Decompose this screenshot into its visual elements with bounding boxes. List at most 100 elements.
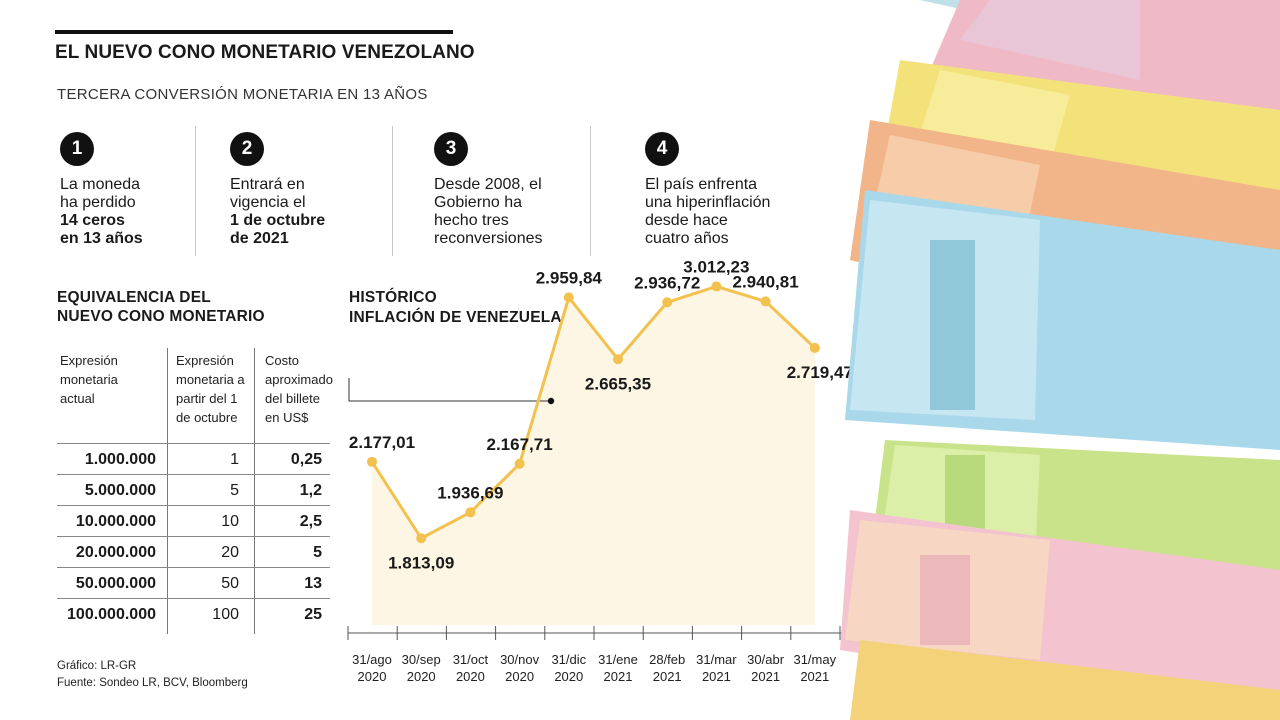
fact-1: 1 La moneda ha perdido 14 ceros en 13 añ… <box>60 132 143 248</box>
header-line: en US$ <box>265 410 309 425</box>
fact-line: Gobierno ha <box>434 194 523 211</box>
credit-source: Fuente: Sondeo LR, BCV, Bloomberg <box>57 677 248 689</box>
table-cell-new: 1 <box>230 451 239 468</box>
table-row: 5.000.000 5 1,2 <box>57 475 330 505</box>
header-line: aproximado <box>265 372 333 387</box>
data-label: 1.936,69 <box>437 483 503 502</box>
x-tick-label: 31/oct <box>453 652 489 667</box>
data-point <box>662 297 673 308</box>
header-line: partir del 1 <box>176 391 238 406</box>
data-point <box>711 281 722 292</box>
data-label: 3.012,23 <box>683 257 749 276</box>
fact-bold-line: 1 de octubre <box>230 212 326 229</box>
fact-number-badge: 1 <box>60 132 94 166</box>
header-line: de octubre <box>176 410 238 425</box>
x-tick-label-year: 2020 <box>554 669 583 684</box>
table-row-divider <box>57 505 330 506</box>
x-tick-label-year: 2020 <box>358 669 387 684</box>
data-label: 2.665,35 <box>585 374 651 393</box>
table-row: 10.000.000 10 2,5 <box>57 506 330 536</box>
chart-area-fill <box>372 286 815 625</box>
x-tick-label-year: 2020 <box>407 669 436 684</box>
x-tick-label: 31/dic <box>551 652 586 667</box>
fact-text: El país enfrenta una hiperinflación desd… <box>645 176 770 248</box>
fact-number-badge: 3 <box>434 132 468 166</box>
chart-title-line: HISTÓRICO <box>349 289 437 306</box>
table-row-divider <box>57 474 330 475</box>
data-label: 2.177,01 <box>349 433 415 452</box>
data-label: 2.167,71 <box>487 435 553 454</box>
table-cell-current: 100.000.000 <box>67 606 156 623</box>
table-cell-cost: 25 <box>304 606 322 623</box>
fact-divider <box>590 126 591 256</box>
table-row: 1.000.000 1 0,25 <box>57 444 330 474</box>
data-point <box>809 342 820 353</box>
equivalence-title-line: NUEVO CONO MONETARIO <box>57 308 265 325</box>
table-column-divider <box>254 348 255 634</box>
fact-line: El país enfrenta <box>645 176 758 193</box>
fact-line: hecho tres <box>434 212 509 229</box>
table-row: 20.000.000 20 5 <box>57 537 330 567</box>
header-line: Expresión <box>176 353 234 368</box>
fact-3: 3 Desde 2008, el Gobierno ha hecho tres … <box>434 132 543 248</box>
x-tick-label: 31/may <box>793 652 836 667</box>
fact-line: Desde 2008, el <box>434 176 542 193</box>
fact-bold-line: 14 ceros <box>60 212 125 229</box>
fact-4: 4 El país enfrenta una hiperinflación de… <box>645 132 770 248</box>
data-label: 2.719,47 <box>787 363 853 382</box>
fact-number-badge: 2 <box>230 132 264 166</box>
series-line <box>370 284 816 540</box>
x-tick-label-year: 2021 <box>653 669 682 684</box>
equivalence-title: EQUIVALENCIA DEL NUEVO CONO MONETARIO <box>57 288 265 326</box>
fact-line: Entrará en <box>230 176 305 193</box>
x-tick-label-year: 2021 <box>702 669 731 684</box>
x-tick-label-year: 2021 <box>751 669 780 684</box>
table-cell-new: 50 <box>221 575 239 592</box>
header-line: monetaria <box>60 372 118 387</box>
fact-text: Entrará en vigencia el 1 de octubre de 2… <box>230 176 325 248</box>
table-cell-new: 10 <box>221 513 239 530</box>
table-header-new: Expresión monetaria a partir del 1 de oc… <box>176 351 245 427</box>
data-point <box>465 507 476 518</box>
table-row-divider <box>57 567 330 568</box>
header-line: actual <box>60 391 95 406</box>
credits: Gráfico: LR-GR Fuente: Sondeo LR, BCV, B… <box>57 658 248 692</box>
page-title: EL NUEVO CONO MONETARIO VENEZOLANO <box>55 42 475 63</box>
table-cell-cost: 5 <box>313 544 322 561</box>
data-point <box>514 458 525 469</box>
header-line: Costo <box>265 353 299 368</box>
banknotes-illustration <box>840 0 1280 720</box>
x-tick-label: 30/sep <box>402 652 441 667</box>
fact-text: La moneda ha perdido 14 ceros en 13 años <box>60 176 143 248</box>
table-cell-current: 50.000.000 <box>75 575 156 592</box>
table-row-divider <box>57 598 330 599</box>
fact-line: desde hace <box>645 212 728 229</box>
table-row: 100.000.000 100 25 <box>57 599 330 629</box>
table-column-divider <box>167 348 168 634</box>
fact-line: vigencia el <box>230 194 306 211</box>
fact-text: Desde 2008, el Gobierno ha hecho tres re… <box>434 176 543 248</box>
x-tick-label-year: 2021 <box>604 669 633 684</box>
banknote-20 <box>840 510 1280 720</box>
chart-title: HISTÓRICO INFLACIÓN DE VENEZUELA <box>349 288 562 327</box>
fact-bold-line: en 13 años <box>60 230 143 247</box>
fact-line: La moneda <box>60 176 141 193</box>
data-point <box>613 354 623 365</box>
data-label: 2.959,84 <box>536 268 603 287</box>
banknote-bottom <box>850 640 1280 720</box>
table-cell-current: 20.000.000 <box>75 544 156 561</box>
data-label: 2.940,81 <box>733 272 799 291</box>
inflation-line-chart: 2.177,01 1.813,09 1.936,69 2.167,71 2.959,84… <box>347 257 853 684</box>
table-cell-cost: 1,2 <box>299 482 322 499</box>
table-header-cost: Costo aproximado del billete en US$ <box>265 351 333 427</box>
table-row: 50.000.000 50 13 <box>57 568 330 598</box>
fact-divider <box>195 126 196 256</box>
x-tick-label: 31/ene <box>598 652 638 667</box>
title-rule <box>55 30 453 34</box>
header-line: Expresión <box>60 353 118 368</box>
x-tick-label: 31/mar <box>696 652 737 667</box>
data-label: 2.936,72 <box>634 273 700 292</box>
data-label: 1.813,09 <box>388 553 454 572</box>
table-cell-cost: 0,25 <box>290 451 322 468</box>
table-row-divider <box>57 443 330 444</box>
